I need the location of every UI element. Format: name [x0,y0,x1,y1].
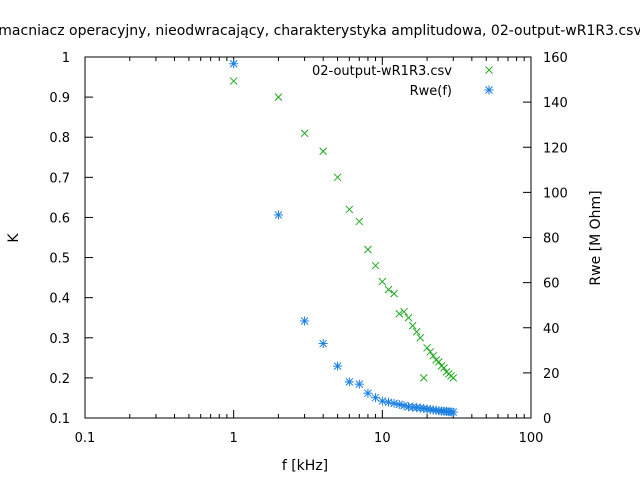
data-marks [229,59,458,417]
series-2 [229,59,458,417]
x-tick-label: 1 [230,431,238,446]
data-point [229,59,239,69]
data-point [400,307,408,316]
legend-label: Rwe(f) [410,84,452,99]
legend: 02-output-wR1R3.csv Rwe(f) [312,64,494,99]
data-point [371,393,381,403]
data-point [404,313,413,322]
legend-marker [484,85,494,95]
y-axis-label: K [6,233,22,243]
data-point [435,357,443,366]
y2-axis-label: Rwe [M Ohm] [588,190,604,285]
x-tick-label: 10 [374,431,391,446]
y2-tick-label: 20 [543,367,560,382]
y-tick-label: 0.6 [49,211,70,226]
y2-tick-label: 100 [543,186,568,201]
data-point [229,77,238,85]
data-point [344,377,354,387]
data-point [448,407,458,417]
y-tick-label: 0.7 [49,171,70,186]
data-point [363,388,373,398]
data-point [378,277,387,286]
data-point [390,289,398,298]
y2-tick-label: 160 [543,51,568,66]
data-point [274,93,283,101]
plot-frame [84,56,532,419]
series-1 [229,77,458,382]
y-tick-label: 0.8 [49,131,70,146]
data-point [273,210,283,220]
data-point [345,205,354,214]
y-tick-label: 0.3 [49,332,70,347]
data-point [395,309,404,318]
x-tick-label: 100 [519,431,544,446]
y-tick-label: 1 [62,51,70,66]
data-point [440,364,448,372]
data-point [364,245,372,254]
data-point [423,343,431,352]
data-point [412,327,421,336]
y-tick-label: 0.9 [49,91,70,106]
y2-tick-label: 80 [543,232,560,247]
x-axis-label: f [kHz] [282,458,328,474]
y2-tick-label: 120 [543,141,568,156]
data-point [300,316,310,326]
y2-tick-label: 0 [543,412,551,427]
data-point [333,173,342,182]
data-point [319,147,328,156]
y-tick-label: 0.5 [49,252,70,267]
x-tick-label: 0.1 [75,431,96,446]
y-tick-label: 0.1 [49,412,70,427]
data-point [384,285,393,294]
data-point [377,396,387,406]
y2-tick-label: 60 [543,277,560,292]
data-point [300,129,309,138]
axes: 0.1 1 10 1000.10.20.30.40.50.60.70.80.91020… [49,51,568,446]
data-point [354,379,364,389]
data-point [408,321,417,330]
legend-marker [485,66,493,74]
data-point [383,397,393,407]
chart-title: macniacz operacyjny, nieodwracający, cha… [0,23,640,39]
data-point [333,361,343,371]
y-tick-label: 0.4 [49,292,70,307]
data-point [419,374,428,382]
data-point [318,339,328,349]
y2-tick-label: 140 [543,96,568,111]
data-point [426,347,435,356]
data-point [371,261,380,270]
data-point [416,333,425,342]
data-point [449,374,458,382]
data-point [355,217,364,226]
legend-label: 02-output-wR1R3.csv [312,64,452,79]
y2-tick-label: 40 [543,322,560,337]
y-tick-label: 0.2 [49,372,70,387]
